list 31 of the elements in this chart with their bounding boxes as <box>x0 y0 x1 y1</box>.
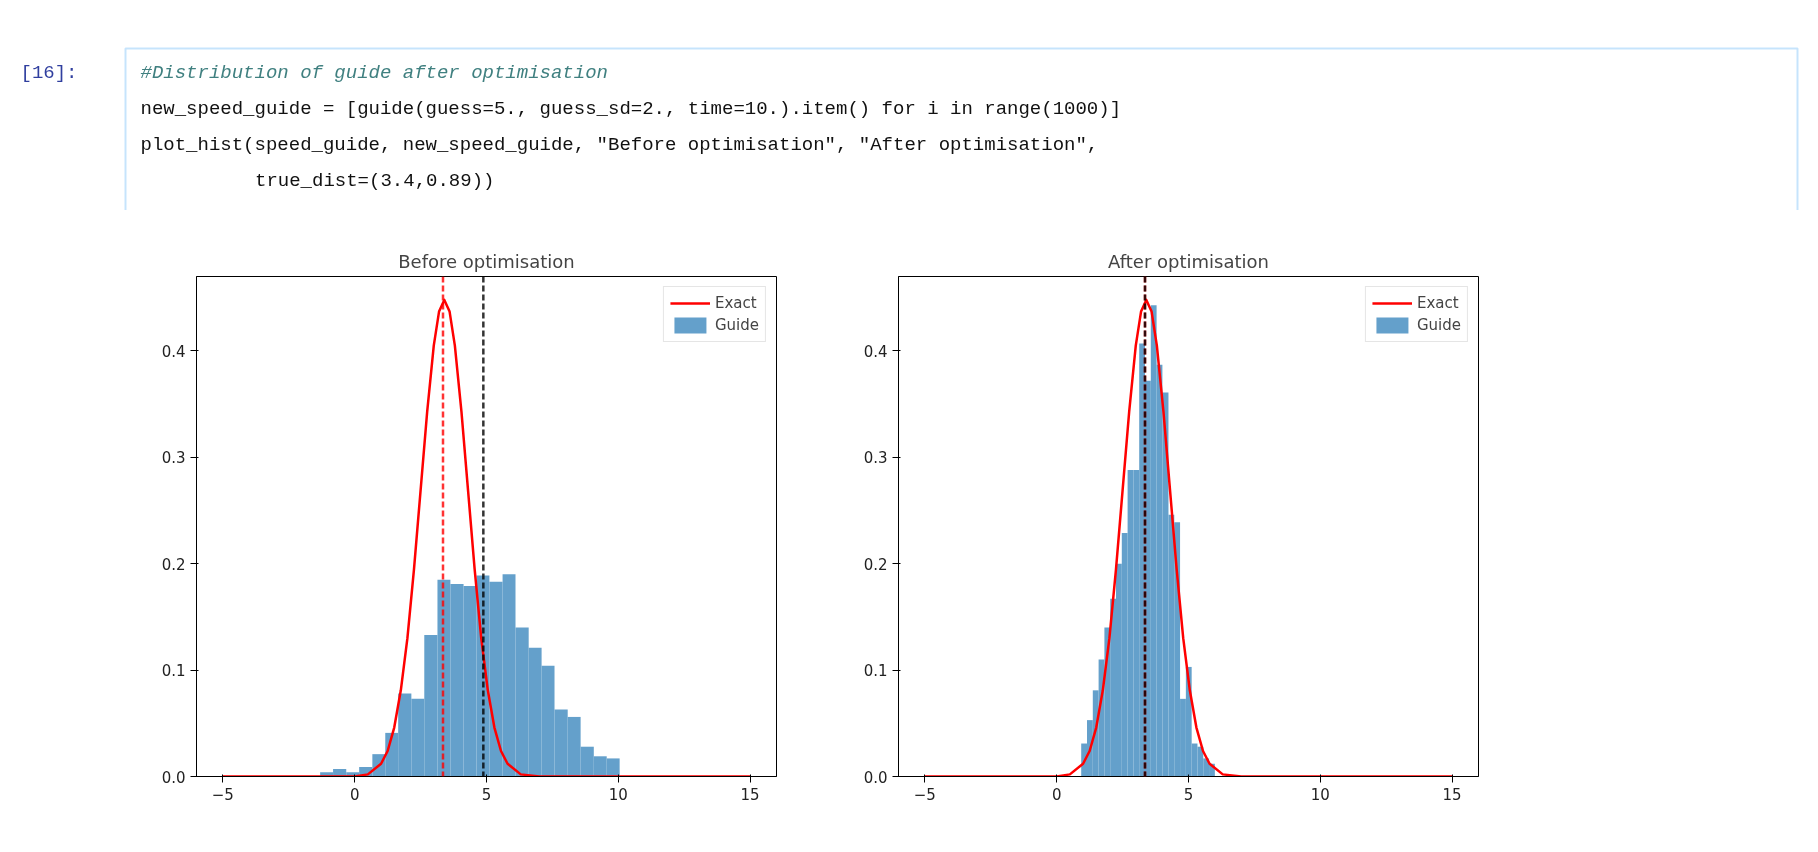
legend-label: Exact <box>714 294 757 312</box>
text: new_speed_guide = [guide(guess=5., guess_sd=2., time=10.).item() for i in range(1000)] <box>140 97 1122 120</box>
y-tick-label: 0.0 <box>161 768 186 787</box>
legend-label: Exact <box>1416 294 1459 312</box>
y-tick-label: 0.2 <box>161 555 186 574</box>
text: true_dist=(3.4,0.89)) <box>255 169 495 192</box>
y-tick-label: 0.4 <box>161 342 186 361</box>
y-tick-label: 0.1 <box>863 662 888 681</box>
legend-label: Guide <box>714 316 759 334</box>
x-tick-label: −5 <box>913 785 936 804</box>
text: [16]: <box>20 61 78 84</box>
y-tick-label: 0.2 <box>863 555 888 574</box>
y-tick-label: 0.0 <box>863 768 888 787</box>
chart-title: After optimisation <box>1108 250 1269 272</box>
text: #Distribution of guide after optimisation <box>140 61 608 84</box>
x-tick-label: −5 <box>211 785 234 804</box>
x-tick-label: 0 <box>349 785 360 804</box>
y-tick-label: 0.3 <box>863 449 888 468</box>
x-tick-label: 10 <box>608 785 628 804</box>
y-tick-label: 0.4 <box>863 342 888 361</box>
x-tick-label: 15 <box>1442 785 1462 804</box>
x-tick-label: 15 <box>740 785 760 804</box>
x-tick-label: 10 <box>1310 785 1330 804</box>
x-tick-label: 0 <box>1051 785 1062 804</box>
legend-label: Guide <box>1416 316 1461 334</box>
y-tick-label: 0.1 <box>161 662 186 681</box>
x-tick-label: 5 <box>481 785 492 804</box>
chart-title: Before optimisation <box>398 250 575 272</box>
y-tick-label: 0.3 <box>161 449 186 468</box>
text: plot_hist(speed_guide, new_speed_guide, "Before optimisation", "After optimisation", <box>140 133 1099 156</box>
x-tick-label: 5 <box>1183 785 1194 804</box>
